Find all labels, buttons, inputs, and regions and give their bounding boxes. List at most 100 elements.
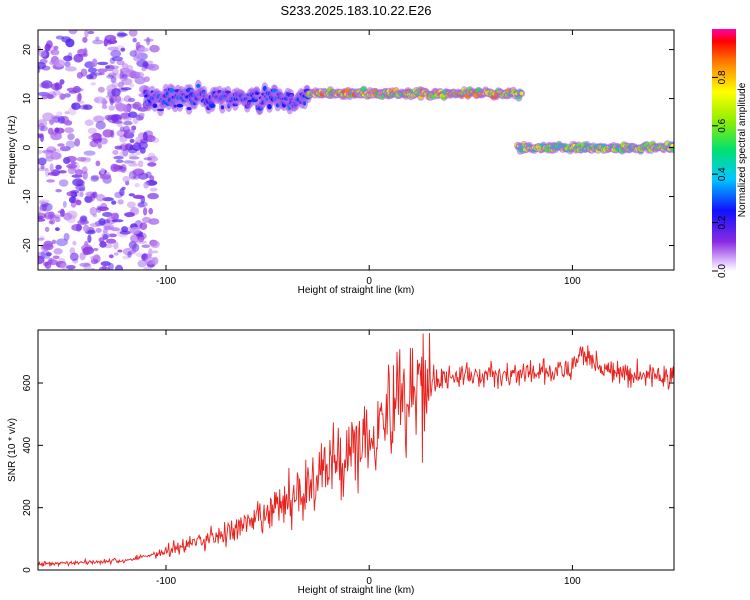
y-tick-label: 0 (22, 144, 33, 150)
spectrogram-noise-blob (64, 61, 71, 68)
spectrogram-noise-blob (117, 199, 124, 205)
spectrogram-noise-blob (144, 256, 156, 265)
spectrogram-noise-blob (111, 56, 124, 62)
spectrogram-noise-blob (56, 111, 63, 117)
spectrogram-noise-blob (115, 159, 124, 163)
x-tick-label: 0 (366, 576, 372, 587)
spectrogram-noise-blob (91, 58, 98, 68)
spectrogram-trace-blob (224, 90, 231, 94)
spectrogram-noise-blob (44, 226, 50, 233)
spectrogram-trace-blob (157, 108, 164, 112)
spectrogram-noise-blob (50, 152, 62, 160)
spectrogram-noise-blob (141, 66, 147, 72)
spectrogram-noise-blob (55, 189, 62, 193)
spectrogram-noise-blob (79, 262, 91, 267)
spectrogram-noise-blob (49, 118, 55, 126)
spectrogram-noise-blob (138, 201, 148, 208)
spectrogram-noise-blob (83, 150, 96, 156)
y-tick-label: 10 (22, 93, 33, 105)
spectrogram-noise-blob (111, 219, 124, 223)
spectrogram-noise-blob (147, 162, 157, 167)
spectrogram-noise-blob (128, 97, 136, 103)
spectrogram-noise-blob (82, 52, 89, 58)
spectrogram-noise-blob (129, 83, 135, 88)
spectrogram-noise-blob (95, 120, 106, 130)
spectrogram-noise-blob (147, 63, 160, 71)
spectrogram-noise-blob (110, 163, 120, 173)
spectrogram-noise-blob (92, 132, 102, 139)
snr-xlabel: Height of straight line (km) (298, 585, 415, 596)
spectrogram-noise-blob (126, 201, 136, 209)
spectrogram-noise-blob (122, 175, 131, 183)
spectrogram-noise-blob (87, 30, 95, 35)
spectrogram-noise-blob (84, 119, 94, 126)
spectrogram-trace-blob (176, 103, 184, 108)
spectrogram-noise-blob (95, 193, 106, 202)
spectrogram-noise-blob (151, 220, 160, 224)
spectrogram-noise-blob (38, 255, 45, 265)
spectrogram-noise-blob (67, 52, 73, 60)
x-tick-label: 100 (564, 276, 581, 287)
spectrogram-noise-blob (146, 36, 151, 46)
spectrogram-noise-blob (38, 251, 46, 259)
spectrogram-noise-blob (100, 174, 111, 180)
chart-title: S233.2025.183.10.22.E26 (280, 3, 431, 18)
spectrogram-noise-blob (60, 263, 66, 269)
spectrogram-noise-blob (110, 36, 116, 42)
spectrogram-noise-blob (119, 71, 125, 80)
spectrogram-noise-blob (128, 170, 137, 180)
spectrogram-noise-blob (93, 115, 105, 123)
spectrogram-noise-blob (134, 76, 146, 85)
spectrogram-noise-blob (128, 111, 138, 118)
spectrogram-noise-blob (75, 179, 85, 187)
spectrogram-noise-blob (137, 160, 144, 168)
y-tick-label: -10 (22, 189, 33, 204)
spectrogram-noise-blob (137, 259, 147, 268)
spectrogram-noise-blob (111, 88, 121, 97)
spectrogram-noise-blob (95, 36, 100, 42)
spectrogram-noise-blob (97, 143, 102, 149)
spectrogram-noise-blob (117, 249, 123, 253)
spectrogram-noise-blob (90, 175, 99, 182)
spectrogram-noise-blob (149, 175, 155, 182)
x-tick-label: 100 (564, 576, 581, 587)
spectrogram-noise-blob (139, 222, 148, 230)
spectrogram-noise-blob (66, 163, 78, 169)
spectrogram-noise-blob (122, 117, 132, 121)
spectrogram-noise-blob (40, 250, 51, 259)
spectrogram-noise-blob (97, 206, 109, 212)
spectrogram-noise-blob (82, 247, 90, 256)
spectrogram-noise-blob (45, 252, 52, 257)
spectrogram-noise-blob (108, 254, 114, 259)
snr-ticks: -100 0 100 0 200 400 600 (22, 330, 674, 587)
spectrogram-trace-blob (303, 100, 307, 106)
spectrogram-noise-blob (63, 55, 73, 62)
spectrogram-noise-blob (99, 137, 108, 145)
spectrogram-noise-blob (108, 233, 117, 238)
spectrogram-noise-blob (45, 151, 53, 159)
spectrogram-noise-blob (38, 237, 45, 241)
spectrogram-noise-blob (77, 48, 88, 54)
spectrogram-noise-blob (66, 265, 76, 270)
spectrogram-noise-blob (128, 193, 135, 197)
spectrogram-noise-blob (47, 259, 59, 266)
spectrogram-noise-blob (63, 232, 70, 241)
spectrogram-noise-blob (110, 76, 117, 84)
spectrogram-noise-blob (39, 200, 47, 205)
spectrogram-noise-blob (110, 227, 120, 232)
spectrogram-noise-blob (49, 59, 60, 66)
spectrogram-noise-blob (38, 61, 46, 70)
spectrogram-noise-blob (135, 41, 141, 50)
spectrogram-noise-blob (76, 94, 81, 102)
spectrogram-noise-blob (121, 186, 126, 190)
y-tick-label: 200 (22, 499, 33, 516)
spectrogram-noise-blob (133, 175, 139, 179)
spectrogram-noise-blob (117, 81, 124, 89)
y-tick-label: 20 (22, 44, 33, 56)
spectrogram-noise-blob (57, 210, 65, 214)
spectrogram-noise-blob (38, 122, 45, 132)
spectrogram-noise-blob (151, 250, 159, 254)
spectrogram-noise-blob (148, 207, 153, 215)
y-tick-label: 600 (22, 374, 33, 391)
colorbar-tick-label: 0.4 (717, 167, 728, 181)
